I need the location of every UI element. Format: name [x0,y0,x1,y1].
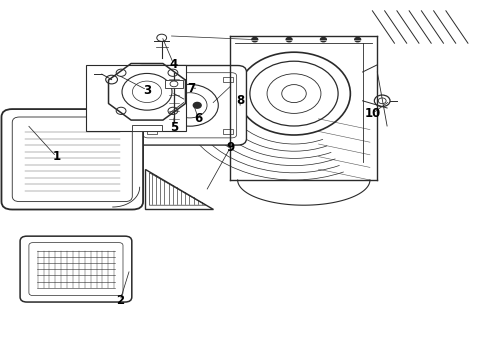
Bar [186,85,211,92]
Circle shape [320,37,326,42]
FancyBboxPatch shape [20,236,132,302]
Circle shape [252,37,258,42]
Text: 1: 1 [52,150,60,163]
Circle shape [355,37,361,42]
Text: 9: 9 [226,141,234,154]
Bar [223,129,233,134]
Circle shape [286,37,292,42]
FancyBboxPatch shape [1,109,143,210]
Circle shape [193,102,201,108]
Bar [147,77,157,82]
Bar [223,77,233,82]
Polygon shape [86,65,186,131]
Text: 2: 2 [116,294,124,307]
Text: 5: 5 [170,121,178,134]
Text: 3: 3 [143,84,151,96]
Text: 7: 7 [187,82,195,95]
FancyBboxPatch shape [133,66,246,145]
Polygon shape [145,169,213,209]
Text: 4: 4 [170,58,178,71]
Bar [147,129,157,134]
Bar [132,125,162,131]
Bar [184,99,213,108]
Text: 8: 8 [236,94,244,107]
Bar [165,80,183,88]
Text: 10: 10 [364,107,381,120]
Text: 6: 6 [195,112,202,125]
